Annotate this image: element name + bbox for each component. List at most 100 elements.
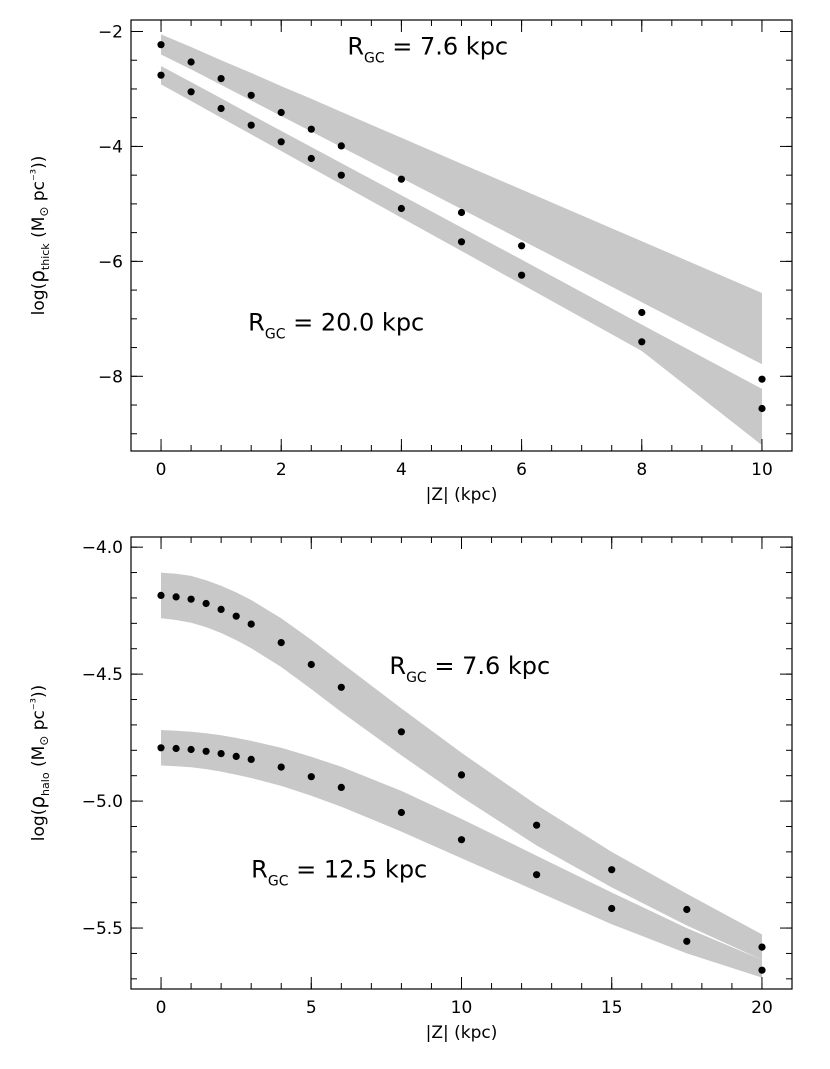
data-point-series-1 bbox=[202, 747, 210, 755]
data-point-series-1 bbox=[638, 338, 646, 346]
annotation-r: R bbox=[389, 652, 406, 680]
y-label-log: log( bbox=[29, 809, 49, 842]
annotation-subscript: GC bbox=[364, 50, 385, 66]
data-point-series-0 bbox=[157, 41, 165, 49]
y-axis-label: log(ρthick (M⊙ pc⁻³)) bbox=[25, 156, 52, 316]
data-point-series-1 bbox=[217, 104, 225, 113]
annotation-r: R bbox=[248, 308, 265, 336]
data-point-series-0 bbox=[217, 75, 225, 83]
y-label-close: )) bbox=[29, 156, 49, 169]
data-point-series-1 bbox=[518, 271, 526, 279]
data-point-series-0 bbox=[247, 91, 255, 99]
y-tick-label: −6 bbox=[98, 252, 123, 272]
data-point-series-1 bbox=[758, 966, 766, 974]
y-tick-label: −5.5 bbox=[82, 919, 123, 939]
data-point-series-1 bbox=[247, 755, 255, 764]
y-label-subscript: halo bbox=[39, 772, 52, 796]
x-tick-label: 8 bbox=[636, 460, 647, 480]
data-point-series-1 bbox=[307, 773, 315, 781]
y-tick-label: −4.0 bbox=[82, 538, 123, 558]
y-label-pc: pc bbox=[29, 181, 49, 207]
data-point-series-1 bbox=[277, 138, 285, 146]
annotation-subscript: GC bbox=[268, 873, 289, 889]
data-point-series-1 bbox=[397, 204, 405, 213]
y-tick-label: −4 bbox=[98, 137, 123, 157]
y-label-pc: pc bbox=[29, 710, 49, 736]
data-point-series-1 bbox=[457, 836, 466, 844]
x-tick-label: 4 bbox=[396, 460, 407, 480]
annotation-value: = 12.5 kpc bbox=[288, 855, 427, 883]
rgc-annotation: RGC = 7.6 kpc bbox=[347, 32, 508, 66]
y-label-subscript: thick bbox=[39, 243, 52, 270]
y-label-mass: (M bbox=[29, 746, 49, 773]
data-point-series-0 bbox=[217, 605, 225, 614]
annotation-value: = 7.6 kpc bbox=[385, 32, 509, 60]
y-label-exponent: ⁻³ bbox=[29, 169, 44, 181]
x-tick-label: 6 bbox=[516, 460, 527, 480]
x-axis-label: |Z| (kpc) bbox=[426, 1023, 498, 1043]
x-tick-label: 10 bbox=[451, 998, 473, 1018]
annotation-value: = 20.0 kpc bbox=[285, 308, 424, 336]
data-point-series-1 bbox=[397, 808, 405, 817]
data-point-series-0 bbox=[172, 593, 180, 601]
y-label-rho: ρ bbox=[25, 796, 49, 809]
data-point-series-0 bbox=[307, 660, 315, 669]
data-point-series-1 bbox=[337, 783, 345, 792]
y-label-sun-symbol: ⊙ bbox=[37, 736, 51, 746]
x-tick-label: 5 bbox=[306, 998, 317, 1018]
data-point-series-1 bbox=[683, 937, 691, 945]
y-tick-label: −4.5 bbox=[82, 665, 123, 685]
x-tick-label: 10 bbox=[751, 460, 773, 480]
data-point-series-1 bbox=[277, 763, 285, 771]
rgc-annotation: RGC = 12.5 kpc bbox=[251, 855, 427, 889]
y-tick-label: −2 bbox=[98, 22, 123, 42]
rgc-annotation: RGC = 20.0 kpc bbox=[248, 308, 424, 342]
thick-disk-panel: 0 2 4 6 8 10 −8 −6 −4 −2 |Z| (kpc) log(ρthick (M⊙ p… bbox=[25, 19, 793, 505]
data-point-series-0 bbox=[397, 728, 405, 736]
x-tick-label: 0 bbox=[156, 460, 167, 480]
annotation-r: R bbox=[347, 32, 364, 60]
data-point-series-0 bbox=[277, 639, 285, 647]
axis-ticks bbox=[130, 537, 793, 989]
annotation-value: = 7.6 kpc bbox=[427, 652, 550, 680]
data-point-series-0 bbox=[533, 821, 541, 829]
y-label-close: )) bbox=[29, 685, 49, 698]
x-tick-label: 20 bbox=[751, 998, 773, 1018]
data-point-series-0 bbox=[683, 905, 691, 914]
y-label-sun-symbol: ⊙ bbox=[37, 207, 51, 217]
data-point-series-1 bbox=[172, 744, 180, 753]
data-point-series-0 bbox=[457, 771, 466, 779]
y-label-mass: (M bbox=[29, 217, 49, 244]
data-point-series-0 bbox=[337, 683, 345, 691]
data-point-series-0 bbox=[758, 943, 766, 951]
data-point-series-0 bbox=[187, 595, 195, 603]
data-point-series-0 bbox=[232, 612, 240, 620]
uncertainty-band-0 bbox=[161, 34, 762, 365]
annotation-r: R bbox=[251, 855, 268, 883]
y-axis-label: log(ρhalo (M⊙ pc⁻³)) bbox=[25, 685, 52, 841]
data-point-series-0 bbox=[518, 242, 526, 250]
y-label-rho: ρ bbox=[25, 270, 49, 283]
x-tick-label: 0 bbox=[156, 998, 167, 1018]
annotation-subscript: GC bbox=[406, 670, 427, 686]
data-point-series-0 bbox=[202, 599, 210, 608]
x-tick-label: 2 bbox=[276, 460, 287, 480]
data-point-series-0 bbox=[187, 58, 195, 66]
data-point-series-0 bbox=[758, 375, 766, 383]
data-point-series-1 bbox=[533, 871, 541, 879]
y-label-exponent: ⁻³ bbox=[29, 698, 44, 710]
uncertainty-band-1 bbox=[161, 730, 762, 978]
data-point-series-1 bbox=[232, 752, 240, 761]
data-point-series-1 bbox=[457, 238, 466, 246]
data-point-series-0 bbox=[277, 108, 285, 117]
y-tick-label: −8 bbox=[98, 367, 123, 387]
x-tick-label: 15 bbox=[601, 998, 623, 1018]
rgc-annotation: RGC = 7.6 kpc bbox=[389, 652, 550, 686]
x-axis-label: |Z| (kpc) bbox=[426, 485, 498, 505]
data-point-series-0 bbox=[397, 175, 405, 183]
data-point-series-0 bbox=[337, 142, 345, 150]
data-point-series-1 bbox=[337, 171, 345, 179]
data-point-series-0 bbox=[247, 620, 255, 628]
y-label-log: log( bbox=[29, 283, 49, 316]
